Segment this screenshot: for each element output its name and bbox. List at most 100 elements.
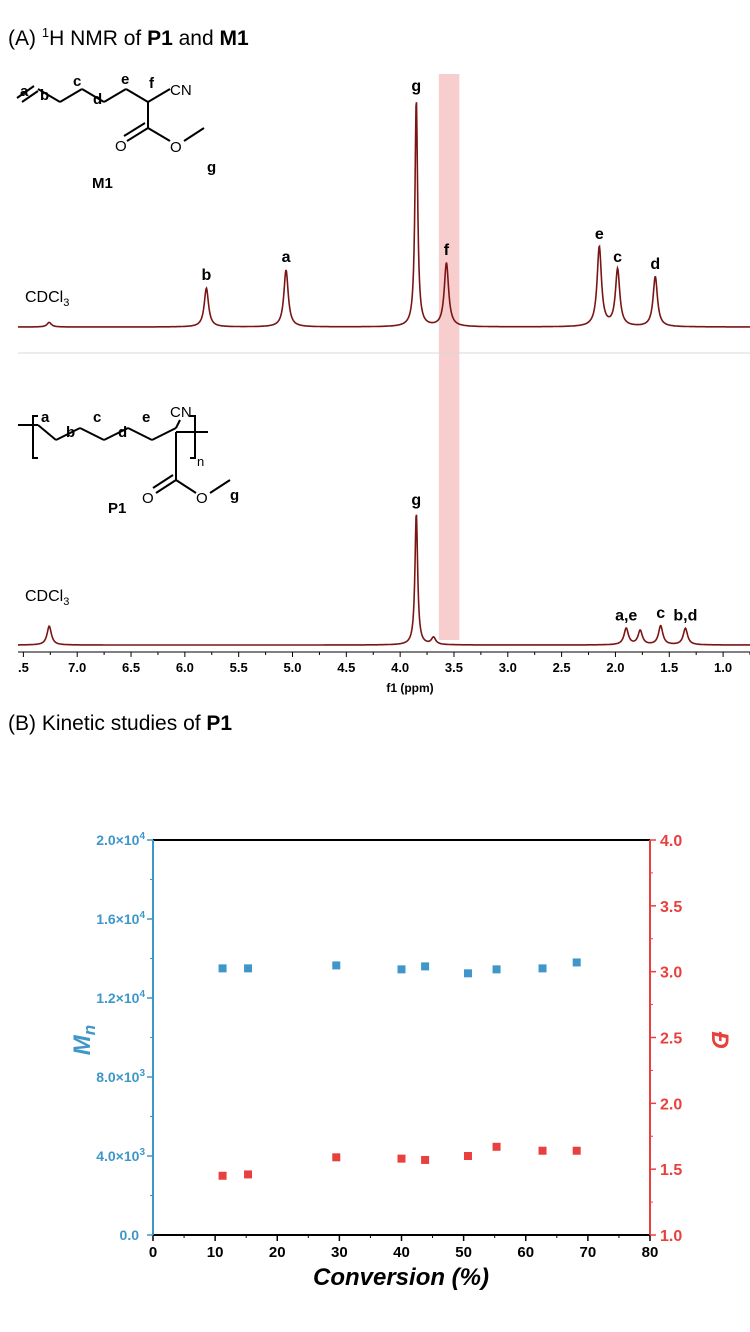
- m1-solvent-label: CDCl3: [25, 289, 69, 309]
- nmr-x-tick-label: 3.0: [499, 660, 517, 675]
- p1-bracket-right: [190, 415, 196, 459]
- kinetics-x-axis-label: Conversion (%): [313, 1264, 489, 1291]
- structure-p1: [18, 415, 231, 494]
- nmr-x-tick-label: 2.5: [553, 660, 571, 675]
- panel-b-title-p1: P1: [206, 712, 232, 735]
- nmr-x-tick-label: 1.5: [660, 660, 678, 675]
- m1-label-f: f: [149, 75, 155, 92]
- nmr-x-tick-label: 7.0: [68, 660, 86, 675]
- m1-double-bond-1: [16, 85, 35, 99]
- panel-a-title-mid: H NMR of: [49, 27, 147, 50]
- kinetics-y-axis-label-sub: n: [80, 1025, 99, 1035]
- m1-label-c: c: [73, 73, 81, 90]
- p1-ester-bond: [175, 479, 197, 494]
- mn-point-4: [421, 962, 430, 971]
- mn-point-0: [218, 964, 227, 973]
- m1-label-e: e: [121, 71, 129, 88]
- dispersity-point-8: [572, 1146, 581, 1155]
- m1-label-b: b: [40, 87, 49, 104]
- m1-double-bond-2: [21, 90, 39, 103]
- structure-m1: [16, 85, 205, 142]
- kinetics-x-tick-label: 30: [331, 1244, 348, 1261]
- peak-label-m1-3: g: [411, 78, 421, 95]
- kinetics-y2-tick-label: 4.0: [660, 833, 682, 850]
- m1-solvent-sub: 3: [63, 297, 69, 309]
- kinetics-y-tick-label: 4.0×103: [96, 1147, 145, 1164]
- kinetics-y-ticks: 0.0 4.0×103 8.0×103 1.2×104 1.6×104 2.0×104: [96, 831, 153, 1243]
- nmr-x-tick-label: 1.0: [714, 660, 732, 675]
- panel-a-title: (A) 1H NMR of P1 and M1: [8, 25, 249, 50]
- p1-bond-3: [79, 427, 105, 441]
- panel-b-title-prefix: (B) Kinetic studies of: [8, 712, 206, 735]
- p1-n: n: [197, 454, 204, 469]
- p1-name: P1: [108, 500, 126, 517]
- nmr-x-tick-label: .5: [18, 660, 29, 675]
- m1-bond-2: [59, 88, 83, 103]
- nmr-x-tick-label: 6.0: [176, 660, 194, 675]
- dispersity-point-3: [397, 1154, 406, 1163]
- dispersity-point-4: [421, 1155, 430, 1164]
- kinetics-y2-ticks: 1.0 1.5 2.0 2.5 3.0 3.5 4.0: [650, 833, 682, 1245]
- panel-a-title-m1: M1: [219, 27, 248, 50]
- nmr-x-tick-label: 6.5: [122, 660, 140, 675]
- p1-carbonyl-2: [152, 474, 174, 489]
- kinetics-y-axis-label-main: M: [69, 1034, 96, 1055]
- m1-bond-cn: [147, 88, 171, 103]
- m1-peak-labels: b a g f ec d: [201, 78, 660, 284]
- m1-label-g: g: [207, 159, 216, 176]
- p1-label-e: e: [142, 409, 150, 426]
- kinetics-x-tick-label: 50: [455, 1244, 472, 1261]
- kinetics-x-tick-label: 80: [642, 1244, 659, 1261]
- nmr-x-tick-label: 5.5: [230, 660, 248, 675]
- m1-cn: CN: [170, 82, 192, 99]
- mn-point-8: [572, 958, 581, 967]
- m1-structure-labels: a b c d e f g M1: [20, 71, 216, 192]
- m1-bond-1: [37, 88, 61, 103]
- p1-solvent-text: CDCl: [25, 588, 63, 605]
- kinetics-y-tick-label: 8.0×103: [96, 1068, 145, 1085]
- m1-o-carbonyl: O: [115, 138, 127, 155]
- p1-solvent-sub: 3: [63, 596, 69, 608]
- p1-structure-labels: a b c d e g P1: [41, 409, 239, 517]
- kinetics-x-tick-label: 40: [393, 1244, 410, 1261]
- p1-bond-1: [37, 424, 57, 441]
- nmr-x-ticks: .5 7.0 6.5 6.0 5.5 5.0 4.5 4.0 3.5 3.0 2.5 2.0 1.5 1.…: [18, 652, 750, 675]
- m1-solvent-text: CDCl: [25, 289, 63, 306]
- mn-point-2: [332, 961, 341, 970]
- kinetics-x-tick-label: 0: [149, 1244, 157, 1261]
- dispersity-point-2: [332, 1153, 341, 1162]
- kinetics-y-tick-label: 1.2×104: [96, 989, 145, 1006]
- peak-label-p1-6: b,d: [673, 607, 697, 624]
- kinetics-y2-tick-label: 1.0: [660, 1228, 682, 1245]
- m1-ester-bond: [147, 127, 171, 142]
- m1-bond-5: [125, 88, 149, 103]
- p1-o-ester: O: [196, 490, 208, 507]
- dispersity-point-5: [463, 1152, 472, 1160]
- p1-peak-labels: g a,e c b,d: [411, 492, 697, 625]
- peak-label-m1-2: a: [282, 249, 291, 266]
- peak-label-p1-3: a,e: [615, 607, 637, 624]
- p1-bond-4: [103, 427, 129, 441]
- kinetics-x-tick-label: 60: [517, 1244, 534, 1261]
- peak-label-p1-1: g: [411, 492, 421, 509]
- peak-label-p1-5: c: [656, 605, 665, 622]
- m1-bond-3: [81, 88, 105, 103]
- m1-name: M1: [92, 175, 113, 192]
- dispersity-point-0: [218, 1171, 227, 1180]
- m1-label-a: a: [20, 83, 29, 100]
- dispersity-point-6: [492, 1142, 501, 1151]
- kinetics-y2-tick-label: 3.0: [660, 965, 682, 982]
- peak-label-m1-4: f: [444, 242, 450, 259]
- p1-o-carbonyl: O: [142, 490, 154, 507]
- nmr-x-axis-label: f1 (ppm): [386, 681, 433, 695]
- p1-bond-2: [55, 427, 81, 441]
- p1-bond-5: [127, 427, 153, 441]
- peak-label-m1-1: b: [201, 267, 211, 284]
- p1-label-b: b: [66, 424, 75, 441]
- kinetics-y2-tick-label: 3.5: [660, 899, 682, 916]
- mn-point-6: [492, 965, 501, 974]
- dispersity-point-7: [538, 1146, 547, 1155]
- kinetics-x-tick-label: 10: [207, 1244, 224, 1261]
- kinetics-x-tick-label: 20: [269, 1244, 286, 1261]
